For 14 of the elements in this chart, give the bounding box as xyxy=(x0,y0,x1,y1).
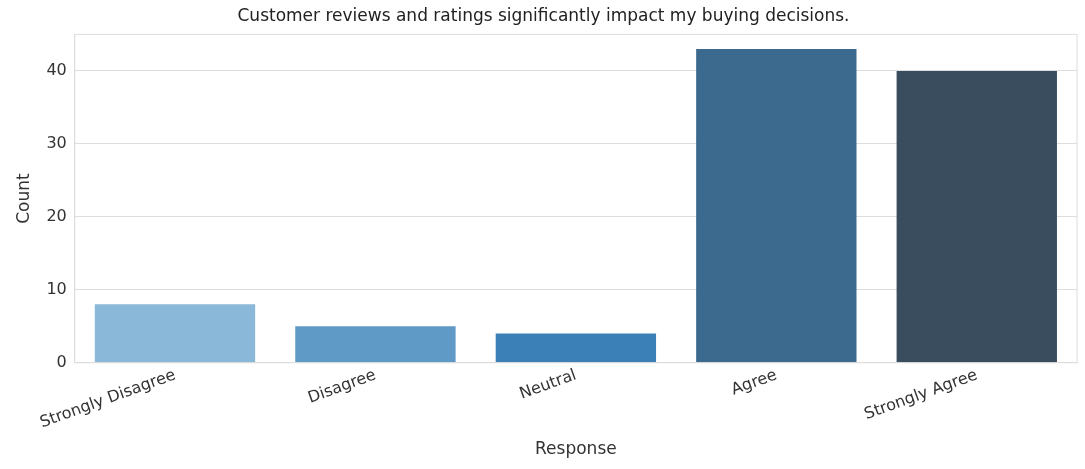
x-axis-title: Response xyxy=(535,438,617,459)
y-axis-title: Count xyxy=(12,173,33,224)
x-tick-label: Agree xyxy=(728,364,780,399)
y-tick-label: 30 xyxy=(46,133,67,152)
chart-title: Customer reviews and ratings significantly impact my buying decisions. xyxy=(237,4,850,25)
bar xyxy=(696,48,857,363)
bar xyxy=(94,304,256,363)
y-tick-label: 10 xyxy=(46,278,67,298)
y-tick-label: 0 xyxy=(56,351,67,371)
y-tick-label: 40 xyxy=(46,60,67,80)
bar xyxy=(896,70,1057,363)
bar xyxy=(495,333,657,363)
y-tick-label: 20 xyxy=(46,205,67,225)
bar xyxy=(295,326,456,363)
